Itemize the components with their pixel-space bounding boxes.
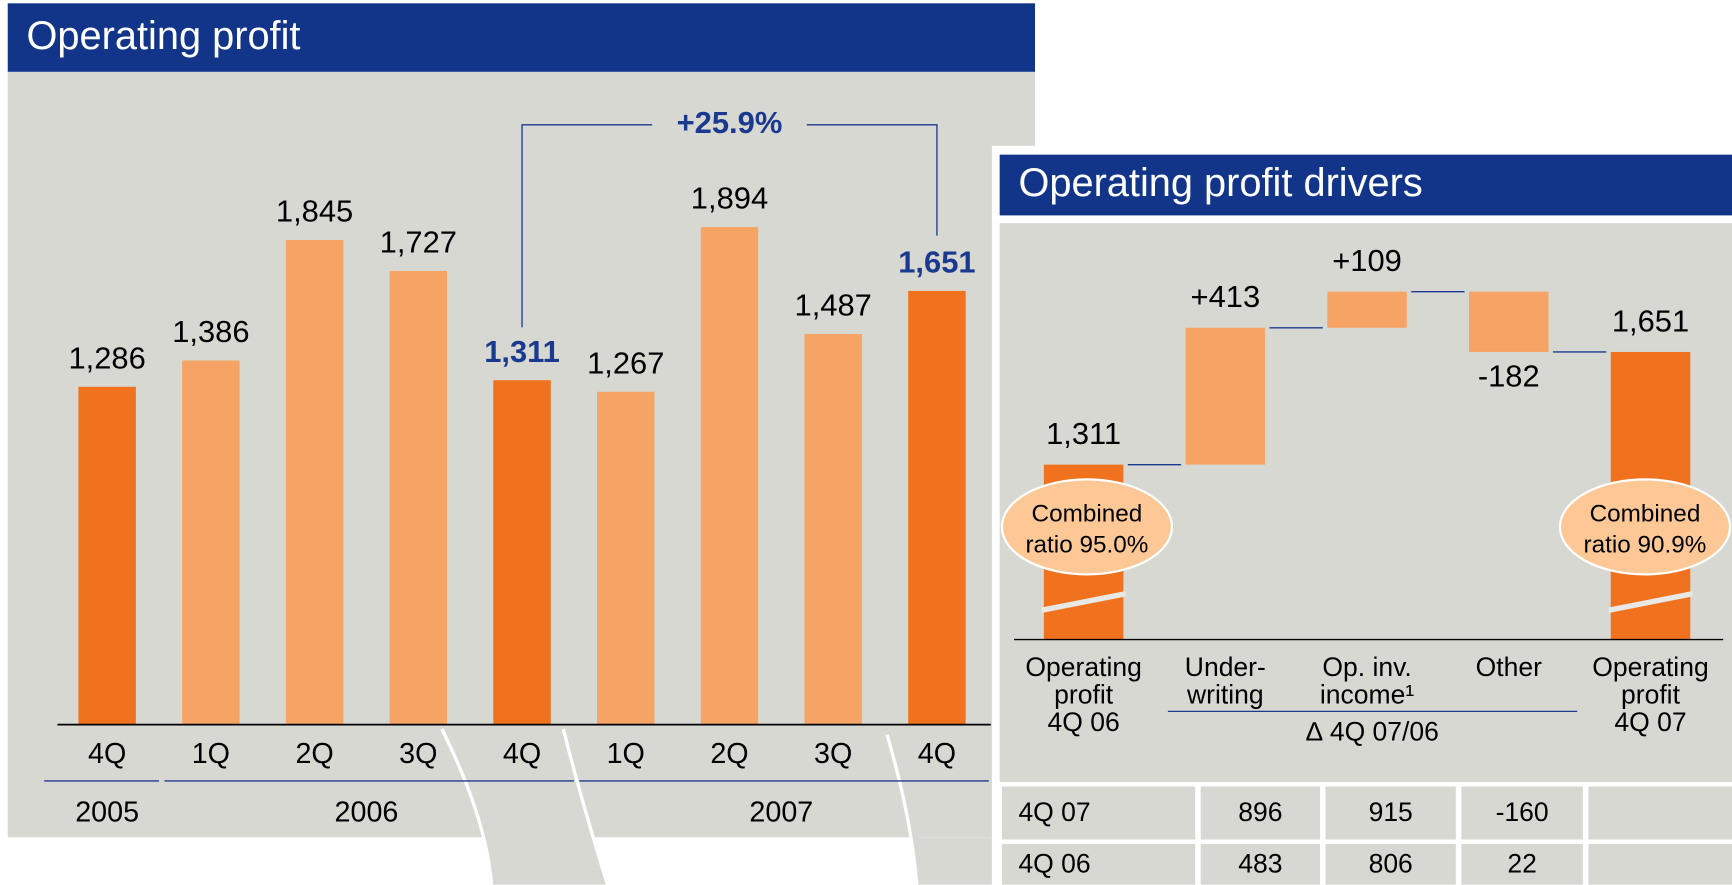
table-value: 22	[1507, 848, 1536, 878]
value-label: 1,651	[1612, 303, 1689, 338]
x-tick-label: 4Q	[88, 738, 126, 770]
value-label: 1,487	[795, 288, 872, 323]
x-tick-label: Operating profit 4Q 07	[1592, 652, 1709, 739]
value-label: 1,311	[1046, 416, 1121, 451]
axis-break	[1608, 590, 1693, 614]
bar	[908, 290, 966, 725]
value-label: -182	[1478, 359, 1540, 394]
value-label: +109	[1332, 243, 1402, 278]
value-label: 1,727	[380, 225, 457, 260]
chart-title: Operating profit	[27, 14, 301, 58]
x-tick-label: 1Q	[192, 738, 230, 770]
bar	[285, 239, 344, 725]
x-tick-label: 2Q	[710, 738, 748, 770]
bar	[493, 380, 551, 725]
group-label: 2007	[749, 797, 813, 829]
group-label: ∆ 4Q 07/06	[1306, 716, 1439, 746]
table-cell	[1200, 786, 1320, 840]
table-value: 806	[1369, 848, 1413, 878]
annotation: +25.9%	[677, 105, 783, 140]
table-cell	[1461, 843, 1583, 885]
table-row-label: 4Q 07	[1018, 797, 1090, 827]
table-cell	[1001, 786, 1196, 840]
table-cell	[1200, 843, 1320, 885]
x-tick-label: 1Q	[607, 738, 645, 770]
table-value: 483	[1238, 848, 1282, 878]
bar	[597, 391, 655, 725]
value-label: 1,267	[587, 345, 664, 380]
x-tick-label: 4Q	[503, 738, 541, 770]
table-cell	[1001, 843, 1196, 885]
value-label: 1,386	[172, 314, 249, 349]
table-cell	[1325, 786, 1456, 840]
title-bar	[999, 154, 1732, 216]
x-tick-label: Operating profit 4Q 06	[1025, 652, 1142, 739]
value-label: 1,845	[276, 194, 353, 229]
bar	[804, 333, 862, 725]
table-cell	[1325, 843, 1456, 885]
x-tick-label: 3Q	[399, 738, 437, 770]
annotation-bracket	[521, 124, 938, 328]
bar	[389, 270, 448, 725]
decor-curve	[440, 728, 494, 885]
group-label: 2005	[75, 797, 139, 829]
annotation: Combined ratio 90.9%	[1583, 499, 1707, 558]
table-value: -160	[1496, 797, 1549, 827]
decor-band	[441, 729, 608, 885]
table-row-label: 4Q 06	[1018, 848, 1090, 878]
value-label: +413	[1191, 279, 1261, 314]
bar	[1469, 291, 1549, 352]
bar	[700, 227, 759, 725]
bar	[1185, 327, 1266, 465]
table-cell	[1461, 786, 1583, 840]
value-label: 1,894	[691, 181, 768, 216]
annotation: Combined ratio 95.0%	[1025, 499, 1149, 558]
x-tick-label: Op. inv. income¹	[1319, 652, 1415, 711]
value-label: 1,286	[68, 340, 145, 375]
annotation-bubble	[1558, 478, 1732, 576]
bar	[78, 386, 136, 725]
table-value: 896	[1238, 797, 1282, 827]
x-tick-label: 3Q	[814, 738, 852, 770]
x-tick-label: Under- writing	[1184, 652, 1266, 711]
title-bar	[7, 3, 1036, 72]
chart-title: Operating profit drivers	[1018, 161, 1422, 205]
value-label: 1,651	[898, 245, 975, 280]
axis-break	[1041, 590, 1126, 614]
bar	[182, 360, 240, 725]
decor-curve	[885, 734, 919, 885]
x-tick-label: Other	[1475, 652, 1542, 683]
group-label: 2006	[335, 797, 399, 829]
annotation-bubble	[1000, 478, 1174, 576]
x-tick-label: 4Q	[918, 738, 956, 770]
table-cell	[1588, 786, 1732, 840]
table-value: 915	[1369, 797, 1413, 827]
value-label: 1,311	[484, 334, 560, 369]
table-cell	[1588, 843, 1732, 885]
bar	[1327, 291, 1407, 328]
x-tick-label: 2Q	[295, 738, 333, 770]
decor-curve	[561, 728, 610, 885]
